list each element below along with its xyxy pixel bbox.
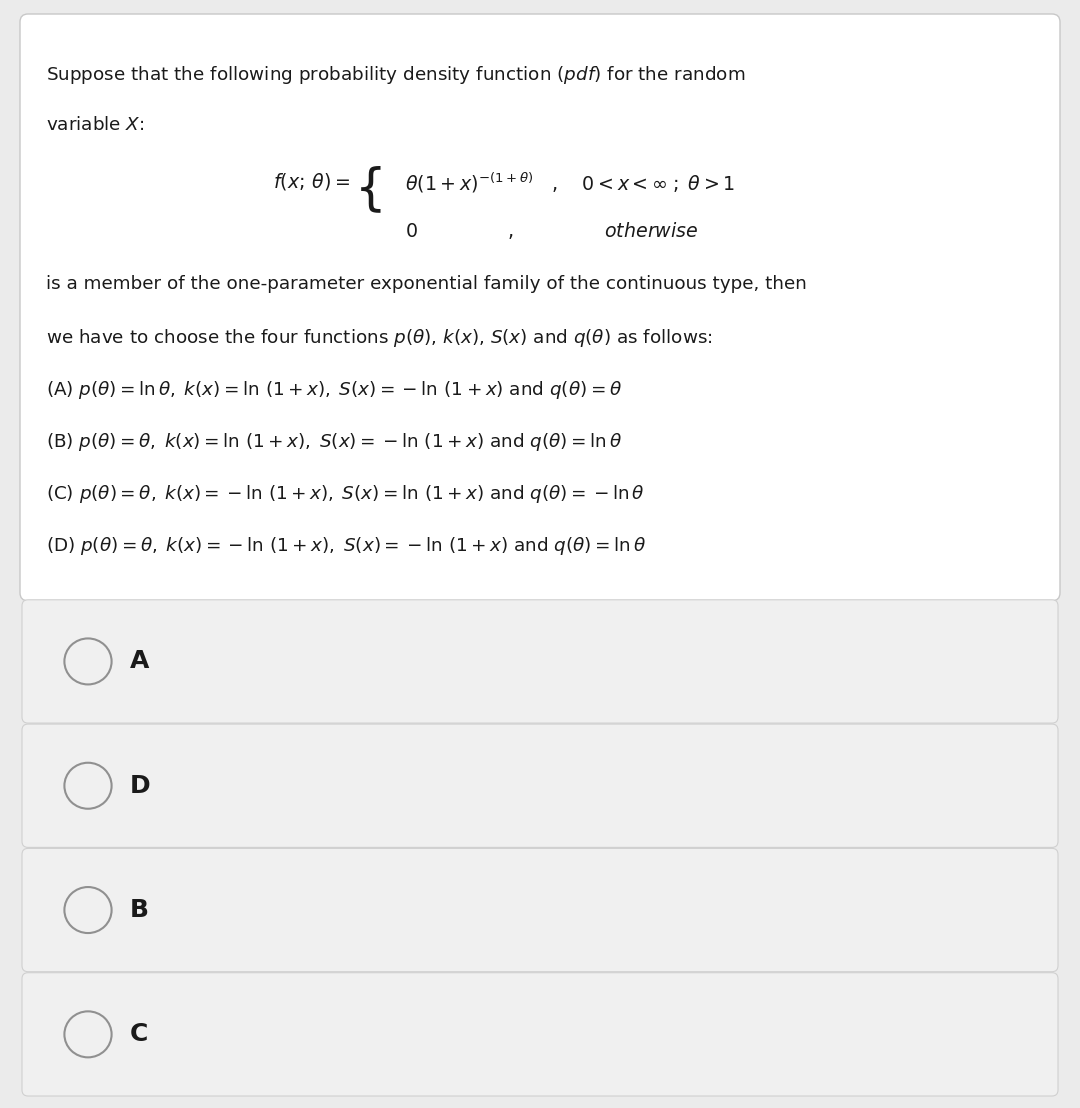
Text: (D) $p(\theta) = \theta,\; k(x) = -\ln\,(1+x),\; S(x) = -\ln\,(1+x)$ and $q(\the: (D) $p(\theta) = \theta,\; k(x) = -\ln\,… [46,534,646,556]
Text: (A) $p(\theta) = \ln\theta,\; k(x) = \ln\,(1+x),\; S(x) = -\ln\,(1+x)$ and $q(\t: (A) $p(\theta) = \ln\theta,\; k(x) = \ln… [46,379,622,401]
FancyBboxPatch shape [21,14,1059,601]
Text: B: B [130,899,149,922]
Text: (C) $p(\theta) = \theta,\; k(x) = -\ln\,(1+x),\; S(x) = \ln\,(1+x)$ and $q(\thet: (C) $p(\theta) = \theta,\; k(x) = -\ln\,… [46,483,645,504]
Text: D: D [130,773,150,798]
Text: we have to choose the four functions $p(\theta)$, $k(x)$, $S(x)$ and $q(\theta)$: we have to choose the four functions $p(… [46,327,713,349]
Text: $0$               ,               $\it{otherwise}$: $0$ , $\it{otherwise}$ [405,220,699,242]
FancyBboxPatch shape [22,973,1058,1096]
FancyBboxPatch shape [22,599,1058,724]
Text: C: C [130,1023,148,1046]
FancyBboxPatch shape [22,725,1058,848]
Text: Suppose that the following probability density function ($pdf$) for the random: Suppose that the following probability d… [46,64,745,86]
Text: $\theta(1+x)^{-(1+\theta)}$   ,    $0 < x < \infty \;;\; \theta > 1$: $\theta(1+x)^{-(1+\theta)}$ , $0 < x < \… [405,171,735,195]
FancyBboxPatch shape [22,849,1058,972]
Text: is a member of the one-parameter exponential family of the continuous type, then: is a member of the one-parameter exponen… [46,275,807,293]
Text: (B) $p(\theta) = \theta,\; k(x) = \ln\,(1+x),\; S(x) = -\ln\,(1+x)$ and $q(\thet: (B) $p(\theta) = \theta,\; k(x) = \ln\,(… [46,431,622,452]
Text: variable $X$:: variable $X$: [46,116,145,134]
Text: {: { [355,165,387,214]
Text: A: A [130,649,149,674]
Text: $f(x;\,\theta) = $: $f(x;\,\theta) = $ [273,171,350,192]
